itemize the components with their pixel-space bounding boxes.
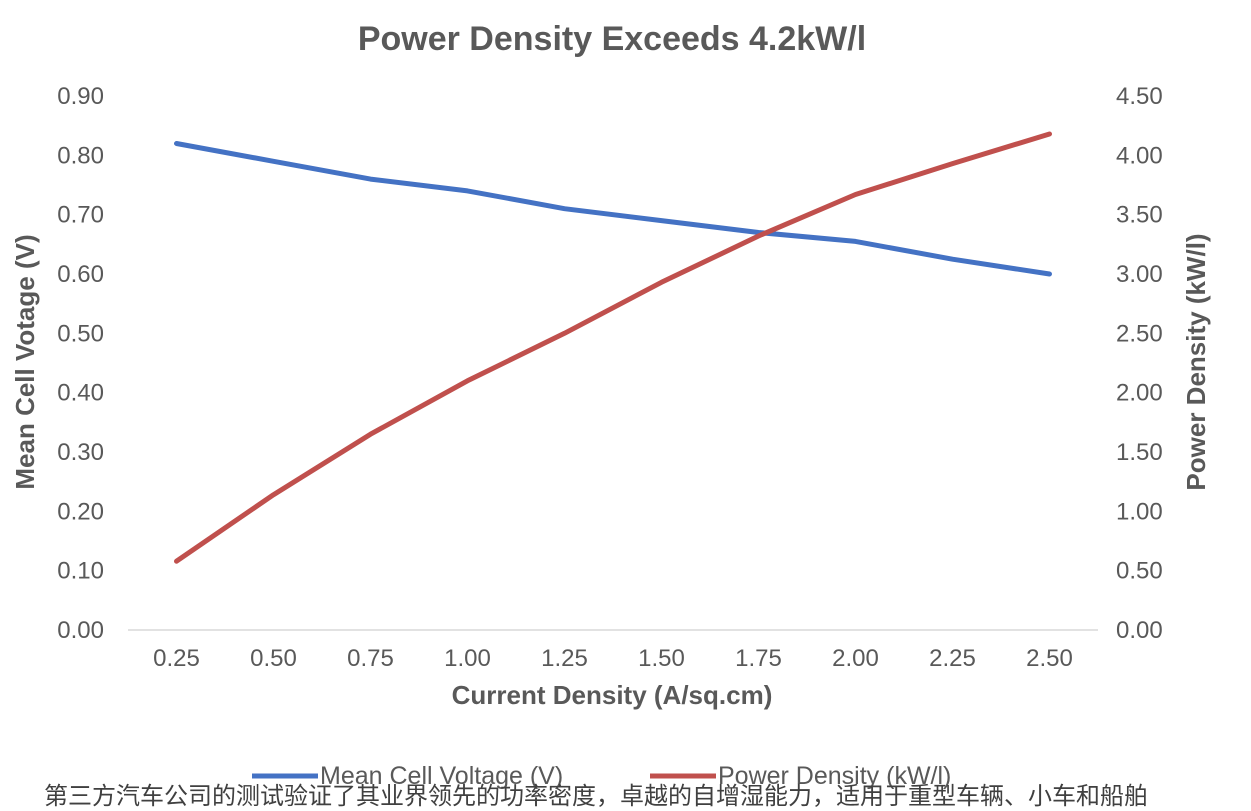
y-right-axis-label: Power Density (kW/l) <box>1181 233 1211 490</box>
y-right-tick-label: 4.50 <box>1116 83 1163 110</box>
y-right-tick-label: 2.50 <box>1116 320 1163 347</box>
x-tick-label: 0.75 <box>347 645 394 672</box>
chart: Power Density Exceeds 4.2kW/l 0.000.100.… <box>10 20 1211 790</box>
y-left-tick-label: 0.60 <box>57 261 104 288</box>
y-left-tick-label: 0.20 <box>57 498 104 525</box>
legend: Mean Cell Voltage (V) Power Density (kW/… <box>252 762 951 790</box>
series-line-power <box>174 131 1052 564</box>
y-left-tick-label: 0.00 <box>57 617 104 644</box>
x-axis-label: Current Density (A/sq.cm) <box>452 680 773 710</box>
x-tick-label: 0.50 <box>250 645 297 672</box>
y-left-tick-label: 0.80 <box>57 142 104 169</box>
legend-label-voltage: Mean Cell Voltage (V) <box>320 762 563 790</box>
x-tick-label: 2.00 <box>832 645 879 672</box>
y-left-tick-label: 0.70 <box>57 202 104 229</box>
x-tick-label: 1.00 <box>444 645 491 672</box>
y-right-tick-labels: 0.00 0.50 1.00 1.50 2.00 2.50 3.00 3.50 4.00 4.50 <box>1116 83 1163 644</box>
x-tick-labels: 0.25 0.50 0.75 1.00 1.25 1.50 1.75 2.00 2.25 2.50 <box>153 645 1073 672</box>
y-right-tick-label: 1.50 <box>1116 439 1163 466</box>
y-right-tick-label: 4.00 <box>1116 142 1163 169</box>
x-tick-label: 2.50 <box>1026 645 1073 672</box>
y-left-tick-label: 0.30 <box>57 439 104 466</box>
series-line-voltage <box>174 141 1052 277</box>
chart-title: Power Density Exceeds 4.2kW/l <box>358 20 866 58</box>
y-left-tick-label: 0.10 <box>57 558 104 585</box>
y-left-tick-label: 0.40 <box>57 380 104 407</box>
legend-label-power: Power Density (kW/l) <box>718 762 951 790</box>
x-tick-label: 1.50 <box>638 645 685 672</box>
x-tick-label: 1.25 <box>541 645 588 672</box>
y-left-tick-label: 0.90 <box>57 83 104 110</box>
y-right-tick-label: 2.00 <box>1116 380 1163 407</box>
y-right-tick-label: 3.00 <box>1116 261 1163 288</box>
x-tick-label: 2.25 <box>929 645 976 672</box>
x-tick-label: 1.75 <box>735 645 782 672</box>
y-left-tick-labels: 0.00 0.10 0.20 0.30 0.40 0.50 0.60 0.70 0.80 0.90 <box>57 83 104 644</box>
x-tick-label: 0.25 <box>153 645 200 672</box>
y-right-tick-label: 1.00 <box>1116 498 1163 525</box>
caption-text: 第三方汽车公司的测试验证了其业界领先的功率密度，卓越的自增湿能力，适用于重型车辆… <box>44 782 1148 810</box>
y-right-tick-label: 0.00 <box>1116 617 1163 644</box>
series-lines <box>174 131 1052 564</box>
y-right-tick-label: 0.50 <box>1116 558 1163 585</box>
y-right-tick-label: 3.50 <box>1116 202 1163 229</box>
y-left-axis-label: Mean Cell Votage (V) <box>10 234 40 489</box>
y-left-tick-label: 0.50 <box>57 320 104 347</box>
